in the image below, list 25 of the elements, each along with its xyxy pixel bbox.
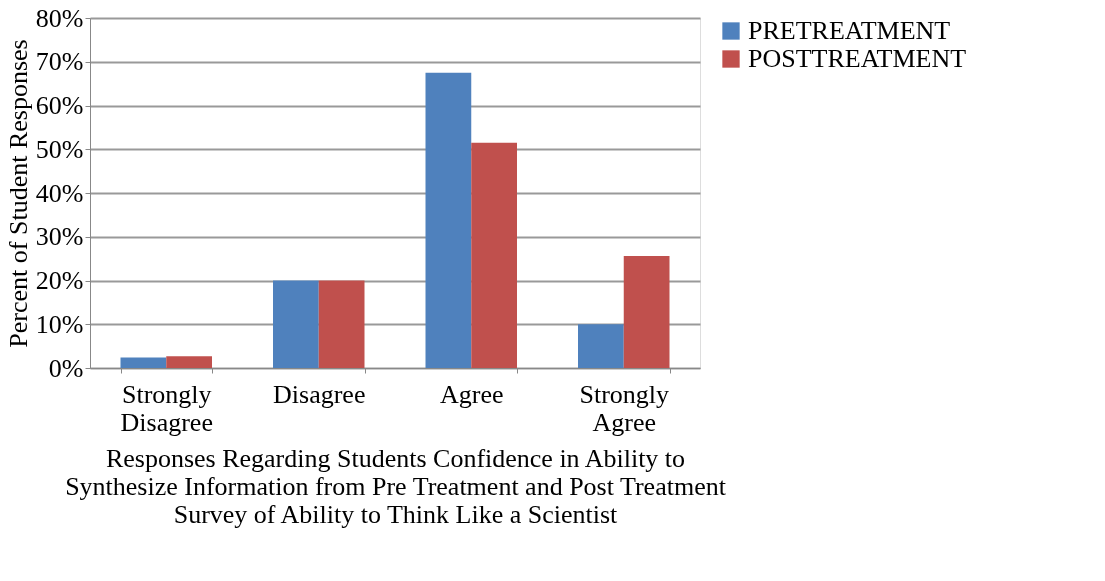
y-tick-label: 80% xyxy=(35,3,84,33)
legend-label: PRETREATMENT xyxy=(748,16,951,45)
bar xyxy=(578,324,624,368)
y-tick-label: 50% xyxy=(35,134,84,164)
x-tick-label: Strongly Agree xyxy=(579,379,670,437)
y-tick-label: 0% xyxy=(48,353,84,383)
x-tick-label: Agree xyxy=(439,379,504,409)
y-axis-title: Percent of Student Responses xyxy=(3,39,33,348)
x-axis-title: Responses Regarding Students Confidence in Ability to Synthesize Information from Pre Treatment and Post Treatment Survey of Ability to Think Like a Scientist xyxy=(65,443,727,529)
y-tick-label: 60% xyxy=(35,91,84,120)
y-tick-label: 10% xyxy=(35,309,84,339)
bar xyxy=(318,280,365,368)
bar xyxy=(273,280,319,368)
legend-label: POSTTREATMENT xyxy=(748,44,967,73)
x-tick-label: Disagree xyxy=(273,379,366,409)
bar xyxy=(120,357,167,368)
y-tick-label: 20% xyxy=(35,266,84,295)
y-tick-label: 70% xyxy=(35,47,84,77)
bar xyxy=(166,356,212,368)
bar xyxy=(471,142,517,368)
x-tick-label: Strongly Disagree xyxy=(120,379,213,437)
y-tick-label: 30% xyxy=(35,222,84,252)
bar xyxy=(425,72,472,368)
y-tick-label: 40% xyxy=(35,178,84,208)
bar xyxy=(623,256,670,368)
